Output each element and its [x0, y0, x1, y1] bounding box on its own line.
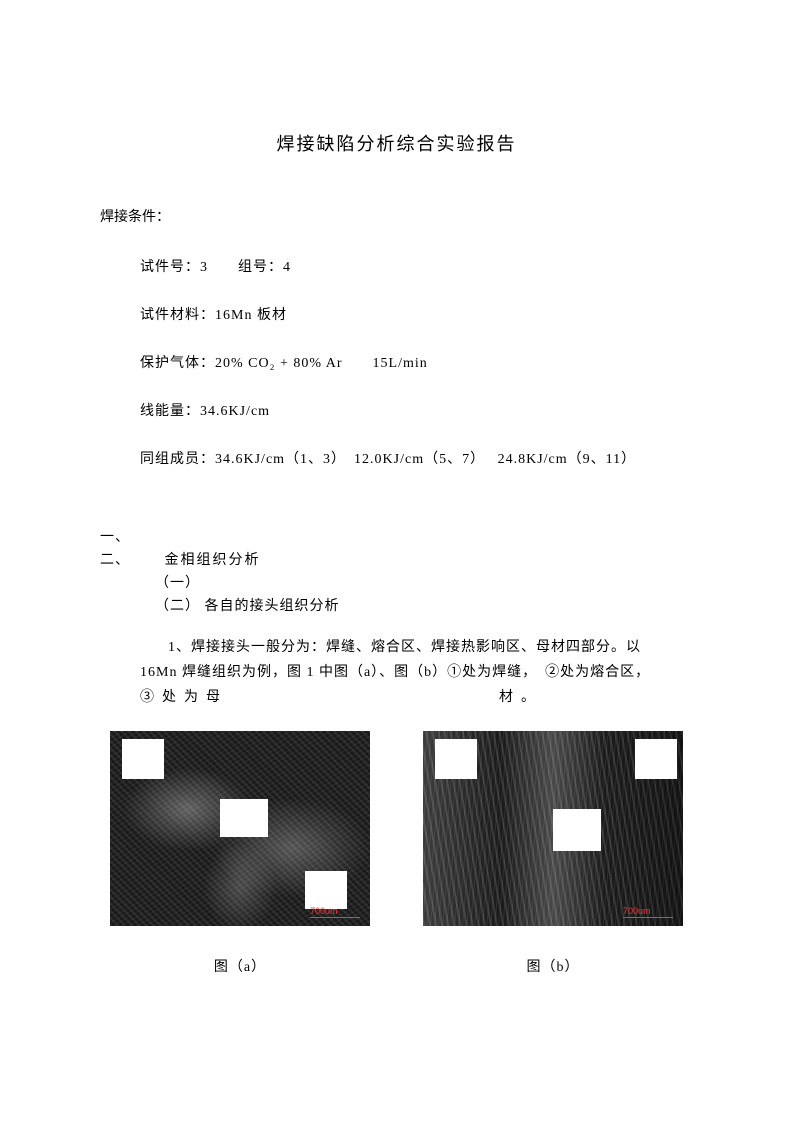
- material-info: 试件材料：16Mn 板材: [100, 304, 693, 324]
- specimen-info: 试件号：3 组号：4: [100, 256, 693, 276]
- figure-a-scale-line: [310, 917, 360, 918]
- figure-a-container: 700um 图（a）: [110, 731, 370, 976]
- figure-b-scale-text: 700um: [623, 906, 651, 916]
- figure-b-image: 700um: [423, 731, 683, 926]
- conditions-label: 焊接条件：: [100, 206, 693, 226]
- paragraph-line-2: 16Mn 焊缝组织为例，图 1 中图（a）、图（b）①处为焊缝， ②处为熔合区，: [100, 660, 693, 685]
- figures-row: 700um 图（a） 700um 图（b）: [100, 731, 693, 976]
- figure-a-scale-text: 700um: [310, 906, 338, 916]
- paragraph-line-3-right: 材。: [499, 685, 543, 710]
- paragraph-line-3-left: ③处为母: [140, 685, 228, 710]
- energy-info: 线能量：34.6KJ/cm: [100, 400, 693, 420]
- paragraph-line-1: 1、焊接接头一般分为：焊缝、熔合区、焊接热影响区、母材四部分。以: [100, 635, 693, 660]
- figure-b-box-2: [553, 809, 601, 851]
- figure-a-box-2: [220, 799, 268, 837]
- outline-item-2-title: 金相组织分析: [135, 553, 261, 568]
- figure-b-box-1: [435, 739, 477, 779]
- figure-a-caption: 图（a）: [110, 956, 370, 976]
- outline-sub-2: （二） 各自的接头组织分析: [100, 595, 693, 615]
- paragraph-line-3: ③处为母 材。: [100, 685, 693, 710]
- figure-b-box-3: [635, 739, 677, 779]
- gas-info: 保护气体：20% CO₂ + 80% Ar 15L/min: [100, 352, 693, 372]
- figure-a-box-1: [122, 739, 164, 779]
- figure-a-scale: 700um: [310, 906, 360, 918]
- outline-item-1: 一、: [100, 526, 693, 546]
- figure-b-scale-line: [623, 917, 673, 918]
- members-info: 同组成员：34.6KJ/cm（1、3） 12.0KJ/cm（5、7） 24.8K…: [100, 448, 693, 468]
- figure-a-box-3: [305, 871, 347, 909]
- outline-item-2-prefix: 二、: [100, 553, 130, 568]
- figure-a-image: 700um: [110, 731, 370, 926]
- figure-b-scale: 700um: [623, 906, 673, 918]
- figure-b-caption: 图（b）: [423, 956, 683, 976]
- outline-sub-1: （一）: [100, 572, 693, 592]
- figure-b-container: 700um 图（b）: [423, 731, 683, 976]
- document-title: 焊接缺陷分析综合实验报告: [100, 130, 693, 156]
- outline-item-2: 二、 金相组织分析: [100, 549, 693, 569]
